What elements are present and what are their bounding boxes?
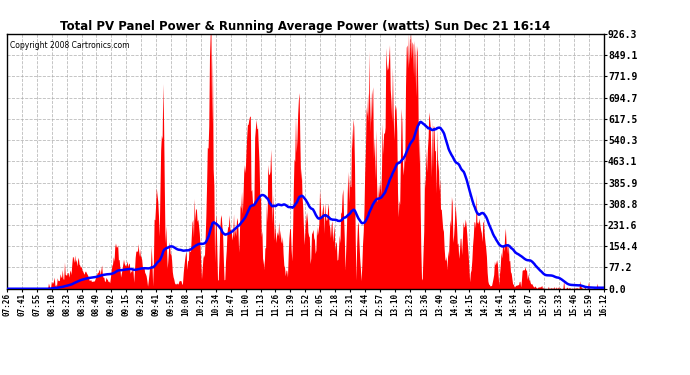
Title: Total PV Panel Power & Running Average Power (watts) Sun Dec 21 16:14: Total PV Panel Power & Running Average P…: [60, 20, 551, 33]
Text: Copyright 2008 Cartronics.com: Copyright 2008 Cartronics.com: [10, 41, 130, 50]
